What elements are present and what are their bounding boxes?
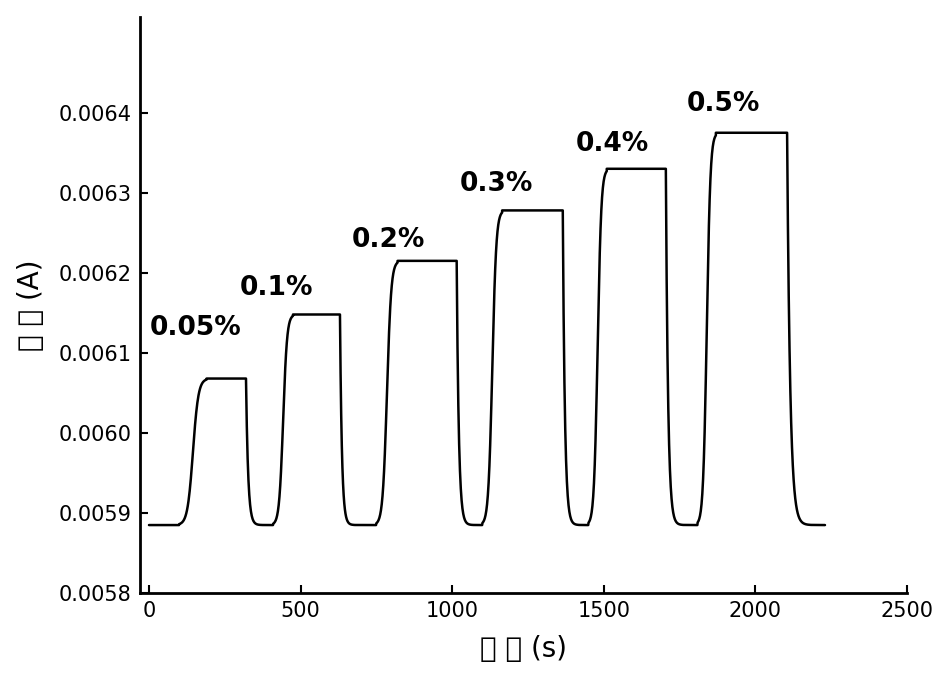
Text: 0.3%: 0.3% xyxy=(460,171,533,197)
X-axis label: 时 间 (s): 时 间 (s) xyxy=(480,635,567,663)
Text: 0.2%: 0.2% xyxy=(352,227,426,253)
Text: 0.5%: 0.5% xyxy=(687,90,760,117)
Text: 0.05%: 0.05% xyxy=(150,315,242,341)
Text: 0.4%: 0.4% xyxy=(576,131,650,157)
Text: 0.1%: 0.1% xyxy=(239,275,314,301)
Y-axis label: 电 流 (A): 电 流 (A) xyxy=(17,259,45,351)
